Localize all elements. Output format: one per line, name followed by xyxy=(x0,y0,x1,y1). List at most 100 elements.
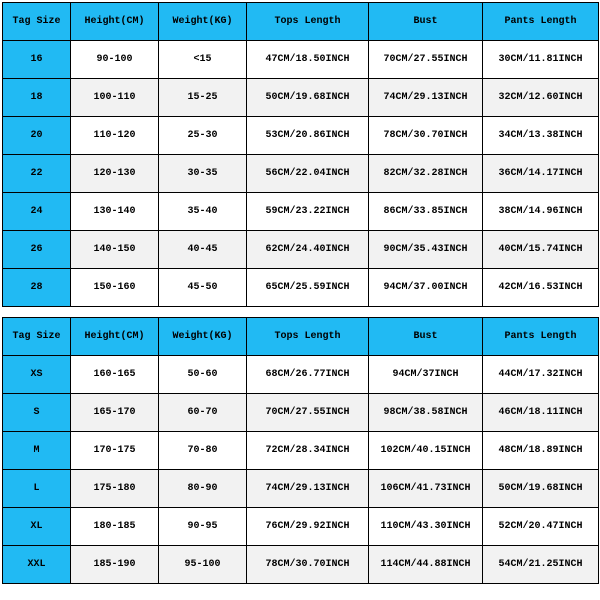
data-cell: 35-40 xyxy=(159,193,247,231)
column-header: Bust xyxy=(369,3,483,41)
table-row: XS160-16550-6068CM/26.77INCH94CM/37INCH4… xyxy=(3,356,599,394)
data-cell: 74CM/29.13INCH xyxy=(369,79,483,117)
table-row: 28150-16045-5065CM/25.59INCH94CM/37.00IN… xyxy=(3,269,599,307)
data-cell: 70CM/27.55INCH xyxy=(247,394,369,432)
table-row: 18100-11015-2550CM/19.68INCH74CM/29.13IN… xyxy=(3,79,599,117)
data-cell: 185-190 xyxy=(71,546,159,584)
data-cell: 45-50 xyxy=(159,269,247,307)
data-cell: 78CM/30.70INCH xyxy=(247,546,369,584)
data-cell: 72CM/28.34INCH xyxy=(247,432,369,470)
tag-size-cell: 20 xyxy=(3,117,71,155)
table-row: 26140-15040-4562CM/24.40INCH90CM/35.43IN… xyxy=(3,231,599,269)
column-header: Tag Size xyxy=(3,318,71,356)
data-cell: 94CM/37INCH xyxy=(369,356,483,394)
data-cell: 140-150 xyxy=(71,231,159,269)
data-cell: 52CM/20.47INCH xyxy=(483,508,599,546)
table-row: 22120-13030-3556CM/22.04INCH82CM/32.28IN… xyxy=(3,155,599,193)
data-cell: 110CM/43.30INCH xyxy=(369,508,483,546)
column-header: Pants Length xyxy=(483,318,599,356)
data-cell: 95-100 xyxy=(159,546,247,584)
data-cell: <15 xyxy=(159,41,247,79)
tag-size-cell: 28 xyxy=(3,269,71,307)
data-cell: 44CM/17.32INCH xyxy=(483,356,599,394)
data-cell: 30-35 xyxy=(159,155,247,193)
tag-size-cell: XS xyxy=(3,356,71,394)
data-cell: 120-130 xyxy=(71,155,159,193)
data-cell: 165-170 xyxy=(71,394,159,432)
tag-size-cell: 16 xyxy=(3,41,71,79)
data-cell: 90CM/35.43INCH xyxy=(369,231,483,269)
table-row: 1690-100<1547CM/18.50INCH70CM/27.55INCH3… xyxy=(3,41,599,79)
column-header: Bust xyxy=(369,318,483,356)
data-cell: 106CM/41.73INCH xyxy=(369,470,483,508)
data-cell: 82CM/32.28INCH xyxy=(369,155,483,193)
tag-size-cell: XXL xyxy=(3,546,71,584)
data-cell: 76CM/29.92INCH xyxy=(247,508,369,546)
tag-size-cell: 22 xyxy=(3,155,71,193)
data-cell: 110-120 xyxy=(71,117,159,155)
data-cell: 90-95 xyxy=(159,508,247,546)
column-header: Pants Length xyxy=(483,3,599,41)
size-table-1: Tag SizeHeight(CM)Weight(KG)Tops LengthB… xyxy=(2,2,599,307)
data-cell: 170-175 xyxy=(71,432,159,470)
data-cell: 40CM/15.74INCH xyxy=(483,231,599,269)
tag-size-cell: 24 xyxy=(3,193,71,231)
table-row: XL180-18590-9576CM/29.92INCH110CM/43.30I… xyxy=(3,508,599,546)
data-cell: 86CM/33.85INCH xyxy=(369,193,483,231)
tag-size-cell: 18 xyxy=(3,79,71,117)
table-row: 20110-12025-3053CM/20.86INCH78CM/30.70IN… xyxy=(3,117,599,155)
table-1-body: 1690-100<1547CM/18.50INCH70CM/27.55INCH3… xyxy=(3,41,599,307)
data-cell: 98CM/38.58INCH xyxy=(369,394,483,432)
data-cell: 130-140 xyxy=(71,193,159,231)
data-cell: 102CM/40.15INCH xyxy=(369,432,483,470)
data-cell: 175-180 xyxy=(71,470,159,508)
data-cell: 36CM/14.17INCH xyxy=(483,155,599,193)
data-cell: 62CM/24.40INCH xyxy=(247,231,369,269)
data-cell: 70CM/27.55INCH xyxy=(369,41,483,79)
data-cell: 34CM/13.38INCH xyxy=(483,117,599,155)
data-cell: 40-45 xyxy=(159,231,247,269)
table-row: S165-17060-7070CM/27.55INCH98CM/38.58INC… xyxy=(3,394,599,432)
data-cell: 32CM/12.60INCH xyxy=(483,79,599,117)
column-header: Height(CM) xyxy=(71,318,159,356)
column-header: Tops Length xyxy=(247,3,369,41)
data-cell: 78CM/30.70INCH xyxy=(369,117,483,155)
data-cell: 38CM/14.96INCH xyxy=(483,193,599,231)
data-cell: 80-90 xyxy=(159,470,247,508)
data-cell: 100-110 xyxy=(71,79,159,117)
tag-size-cell: 26 xyxy=(3,231,71,269)
data-cell: 42CM/16.53INCH xyxy=(483,269,599,307)
data-cell: 114CM/44.88INCH xyxy=(369,546,483,584)
data-cell: 48CM/18.89INCH xyxy=(483,432,599,470)
table-2-body: XS160-16550-6068CM/26.77INCH94CM/37INCH4… xyxy=(3,356,599,584)
data-cell: 47CM/18.50INCH xyxy=(247,41,369,79)
column-header: Tops Length xyxy=(247,318,369,356)
data-cell: 56CM/22.04INCH xyxy=(247,155,369,193)
table-row: M170-17570-8072CM/28.34INCH102CM/40.15IN… xyxy=(3,432,599,470)
data-cell: 180-185 xyxy=(71,508,159,546)
table-row: XXL185-19095-10078CM/30.70INCH114CM/44.8… xyxy=(3,546,599,584)
table-gap xyxy=(2,307,598,317)
data-cell: 94CM/37.00INCH xyxy=(369,269,483,307)
table-1-head: Tag SizeHeight(CM)Weight(KG)Tops LengthB… xyxy=(3,3,599,41)
data-cell: 30CM/11.81INCH xyxy=(483,41,599,79)
tag-size-cell: S xyxy=(3,394,71,432)
data-cell: 60-70 xyxy=(159,394,247,432)
data-cell: 65CM/25.59INCH xyxy=(247,269,369,307)
tag-size-cell: M xyxy=(3,432,71,470)
data-cell: 50CM/19.68INCH xyxy=(483,470,599,508)
data-cell: 50-60 xyxy=(159,356,247,394)
data-cell: 54CM/21.25INCH xyxy=(483,546,599,584)
data-cell: 150-160 xyxy=(71,269,159,307)
data-cell: 46CM/18.11INCH xyxy=(483,394,599,432)
column-header: Weight(KG) xyxy=(159,3,247,41)
column-header: Height(CM) xyxy=(71,3,159,41)
data-cell: 59CM/23.22INCH xyxy=(247,193,369,231)
data-cell: 50CM/19.68INCH xyxy=(247,79,369,117)
data-cell: 160-165 xyxy=(71,356,159,394)
column-header: Weight(KG) xyxy=(159,318,247,356)
size-chart-container: Tag SizeHeight(CM)Weight(KG)Tops LengthB… xyxy=(0,0,600,584)
table-row: L175-18080-9074CM/29.13INCH106CM/41.73IN… xyxy=(3,470,599,508)
data-cell: 53CM/20.86INCH xyxy=(247,117,369,155)
table-row: 24130-14035-4059CM/23.22INCH86CM/33.85IN… xyxy=(3,193,599,231)
